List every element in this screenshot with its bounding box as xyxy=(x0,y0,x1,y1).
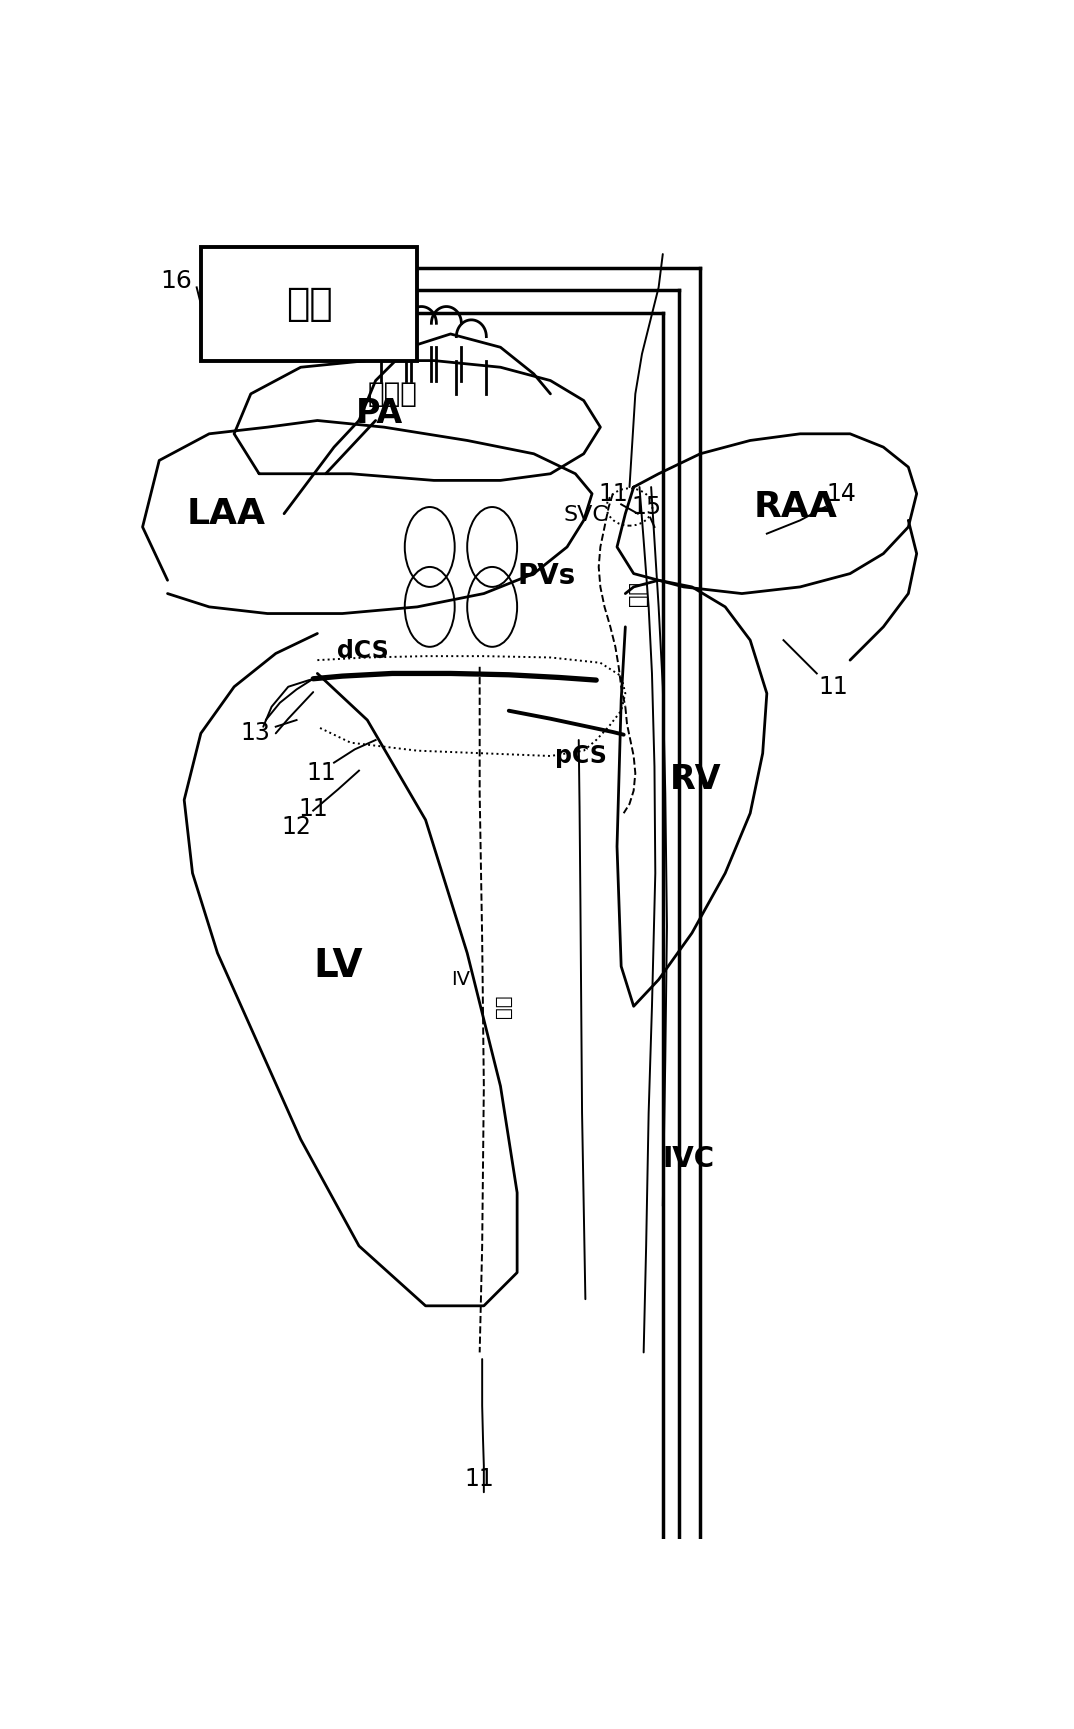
Text: 16: 16 xyxy=(160,268,192,292)
Text: 11: 11 xyxy=(598,482,627,505)
Text: 隔膜: 隔膜 xyxy=(494,994,512,1018)
Text: 大动脉: 大动脉 xyxy=(367,380,417,408)
Text: 14: 14 xyxy=(827,482,857,505)
Text: IVC: IVC xyxy=(663,1145,715,1174)
Text: RV: RV xyxy=(670,764,722,797)
Bar xyxy=(201,247,417,361)
Text: 11: 11 xyxy=(307,761,336,785)
Text: 11: 11 xyxy=(299,797,328,821)
Text: 11: 11 xyxy=(465,1466,494,1490)
Text: PVs: PVs xyxy=(518,562,576,590)
Text: dCS: dCS xyxy=(336,638,389,662)
Text: LAA: LAA xyxy=(186,496,265,531)
Text: SVC: SVC xyxy=(564,505,609,526)
Text: 13: 13 xyxy=(240,721,270,745)
Text: LV: LV xyxy=(314,947,363,986)
Text: PA: PA xyxy=(357,398,404,431)
Text: 11: 11 xyxy=(818,674,848,699)
Text: 15: 15 xyxy=(632,494,662,519)
Text: RAA: RAA xyxy=(754,489,838,524)
Text: 隔膜: 隔膜 xyxy=(628,581,648,607)
Text: IV: IV xyxy=(451,970,470,989)
Text: 12: 12 xyxy=(281,814,311,839)
Text: pCS: pCS xyxy=(554,743,607,768)
Text: 装置: 装置 xyxy=(286,285,333,323)
